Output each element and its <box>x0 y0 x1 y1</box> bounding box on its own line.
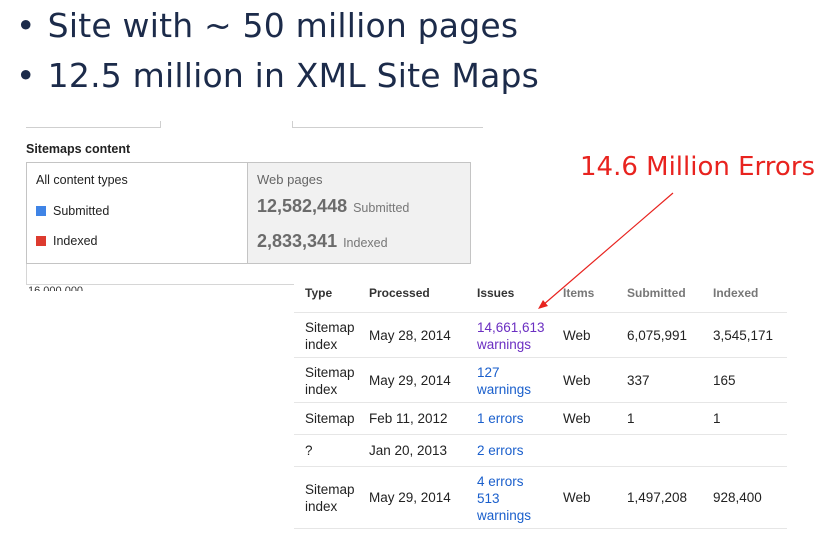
cell-type: Sitemap <box>305 411 355 426</box>
row-divider <box>294 312 787 313</box>
indexed-swatch <box>36 236 46 246</box>
content-types-tab[interactable] <box>26 162 247 264</box>
cell-indexed: 928,400 <box>713 490 762 505</box>
cell-submitted: 1 <box>627 411 635 426</box>
issues-link[interactable]: 127 warnings <box>477 365 532 397</box>
cell-submitted: 1,497,208 <box>627 490 688 505</box>
cell-indexed: 165 <box>713 373 736 388</box>
cell-submitted: 337 <box>627 373 650 388</box>
legend-indexed: Indexed <box>36 234 97 248</box>
indexed-label: Indexed <box>343 236 388 250</box>
chart-axis <box>26 284 294 285</box>
axis-tick-label: 16,000,000 <box>28 285 84 291</box>
row-divider <box>294 402 787 403</box>
web-pages-submitted: 12,582,448 Submitted <box>257 196 409 217</box>
cell-processed: Jan 20, 2013 <box>369 443 448 458</box>
cell-items: Web <box>563 411 591 426</box>
row-divider <box>294 434 787 435</box>
submitted-label: Submitted <box>353 201 410 215</box>
column-header-indexed[interactable]: Indexed <box>713 286 759 300</box>
row-divider <box>294 357 787 358</box>
cell-processed: May 29, 2014 <box>369 490 451 505</box>
column-header-items[interactable]: Items <box>563 286 595 300</box>
bullet-item: • 12.5 million in XML Site Maps <box>16 56 539 95</box>
cell-type: Sitemap index <box>305 482 355 514</box>
column-header-submitted[interactable]: Submitted <box>627 286 686 300</box>
cell-items: Web <box>563 490 591 505</box>
bullet-dot: • <box>16 56 36 95</box>
column-header-issues[interactable]: Issues <box>477 286 515 300</box>
chart-axis <box>26 264 27 285</box>
content-types-label: All content types <box>36 173 128 187</box>
bullet-dot: • <box>16 6 36 45</box>
divider <box>292 127 483 128</box>
column-header-type[interactable]: Type <box>305 286 333 300</box>
cell-processed: May 29, 2014 <box>369 373 451 388</box>
divider <box>26 127 161 128</box>
legend-label: Submitted <box>53 204 110 218</box>
annotation-label: 14.6 Million Errors <box>580 152 816 182</box>
divider <box>160 121 161 127</box>
column-header-processed[interactable]: Processed <box>369 286 430 300</box>
row-divider <box>294 466 787 467</box>
bullet-text: 12.5 million in XML Site Maps <box>47 56 540 95</box>
legend-label: Indexed <box>53 234 98 248</box>
cell-indexed: 3,545,171 <box>713 328 774 343</box>
web-pages-indexed: 2,833,341 Indexed <box>257 231 388 252</box>
web-pages-tab[interactable] <box>247 162 471 264</box>
issues-link[interactable]: 2 errors <box>477 443 524 458</box>
issues-link[interactable]: 14,661,613 warnings <box>477 320 545 352</box>
cell-items: Web <box>563 373 591 388</box>
cell-type: Sitemap index <box>305 320 355 352</box>
cell-processed: Feb 11, 2012 <box>369 411 448 426</box>
indexed-count: 2,833,341 <box>257 231 338 251</box>
submitted-count: 12,582,448 <box>257 196 348 216</box>
legend-submitted: Submitted <box>36 204 109 218</box>
web-pages-heading: Web pages <box>257 172 323 187</box>
bullet-text: Site with ~ 50 million pages <box>47 6 519 45</box>
cell-indexed: 1 <box>713 411 721 426</box>
cell-items: Web <box>563 328 591 343</box>
sitemaps-content-title: Sitemaps content <box>26 142 131 156</box>
bullet-item: • Site with ~ 50 million pages <box>16 6 518 45</box>
row-divider <box>294 528 787 529</box>
cell-type: ? <box>305 443 313 458</box>
sitemaps-table <box>294 272 787 530</box>
divider <box>292 121 293 127</box>
cell-submitted: 6,075,991 <box>627 328 688 343</box>
submitted-swatch <box>36 206 46 216</box>
cell-type: Sitemap index <box>305 365 355 397</box>
issues-link[interactable]: 1 errors <box>477 411 524 426</box>
issues-link[interactable]: 4 errors 513 warnings <box>477 474 532 523</box>
cell-processed: May 28, 2014 <box>369 328 451 343</box>
